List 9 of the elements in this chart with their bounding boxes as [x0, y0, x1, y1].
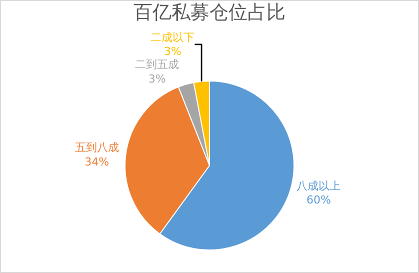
data-label: 3% — [148, 72, 166, 86]
data-label: 34% — [84, 155, 110, 168]
slice-label: 五到八成 — [74, 141, 119, 154]
chart-title: 百亿私募仓位占比 — [134, 1, 286, 24]
data-label: 60% — [306, 194, 331, 207]
data-label: 3% — [164, 45, 182, 58]
slice-label: 二到五成 — [135, 58, 180, 72]
slice-label: 八成以上 — [296, 179, 341, 192]
slice-label: 二成以下 — [150, 30, 195, 44]
